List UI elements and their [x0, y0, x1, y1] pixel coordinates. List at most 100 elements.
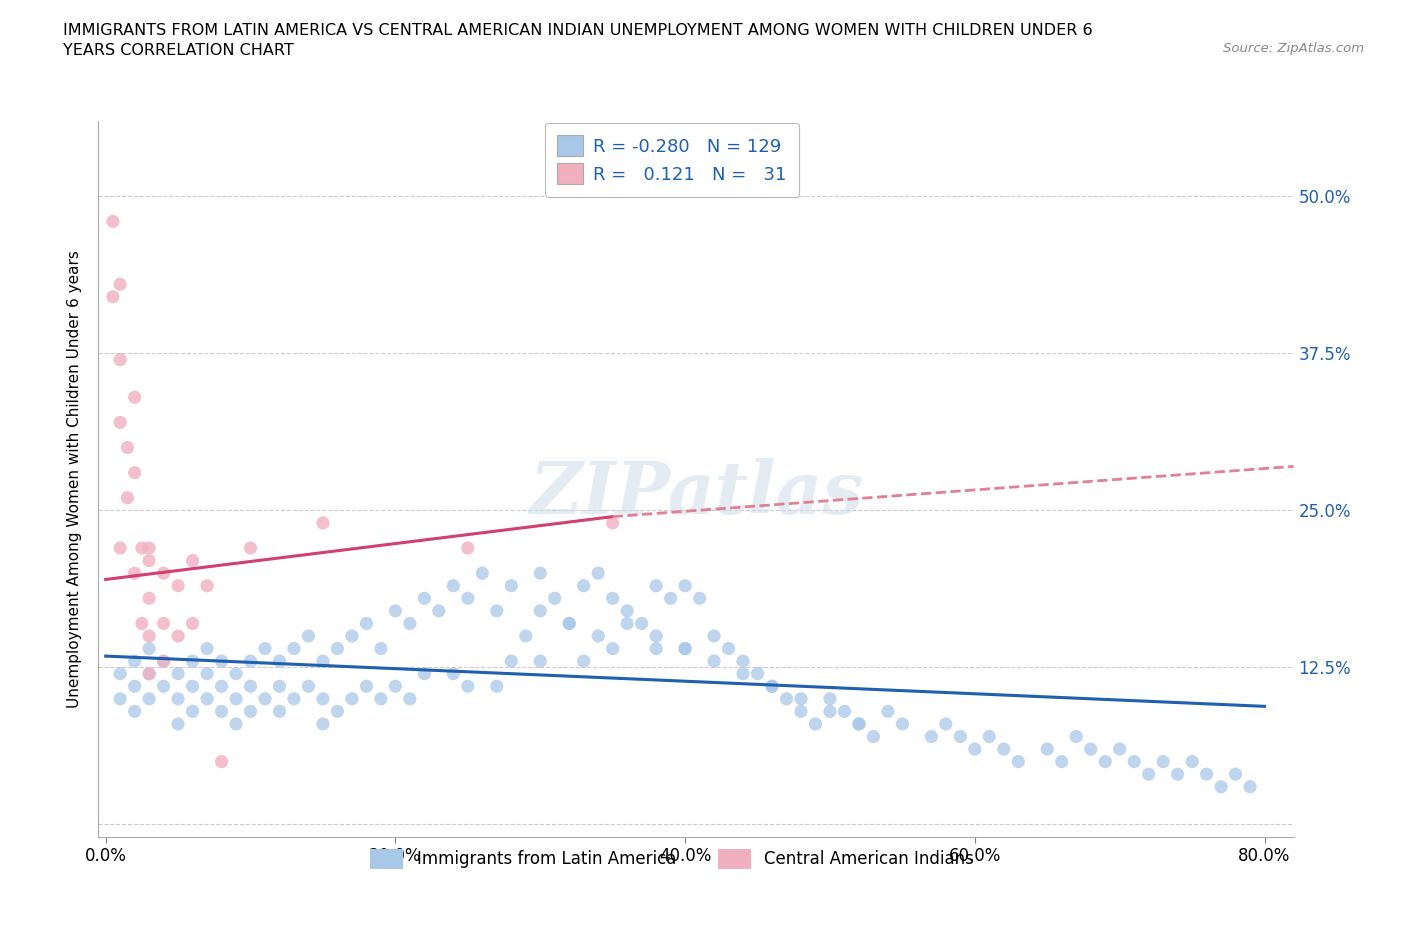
Point	[283, 641, 305, 656]
Point	[152, 565, 174, 580]
Text: Source: ZipAtlas.com: Source: ZipAtlas.com	[1223, 42, 1364, 55]
Point	[167, 629, 190, 644]
Point	[1108, 741, 1130, 756]
Point	[731, 654, 754, 669]
Legend: Immigrants from Latin America, Central American Indians: Immigrants from Latin America, Central A…	[363, 843, 981, 875]
Point	[312, 654, 335, 669]
Text: ZIPatlas: ZIPatlas	[529, 458, 863, 529]
Point	[963, 741, 986, 756]
Point	[515, 629, 537, 644]
Point	[1137, 766, 1160, 781]
Point	[384, 604, 406, 618]
Point	[441, 578, 464, 593]
Point	[645, 629, 668, 644]
Point	[269, 654, 291, 669]
Point	[529, 565, 551, 580]
Point	[152, 654, 174, 669]
Point	[529, 654, 551, 669]
Point	[731, 666, 754, 681]
Point	[1152, 754, 1174, 769]
Point	[993, 741, 1015, 756]
Point	[645, 578, 668, 593]
Point	[558, 616, 581, 631]
Point	[312, 691, 335, 706]
Point	[979, 729, 1001, 744]
Point	[138, 591, 160, 605]
Point	[586, 629, 609, 644]
Point	[370, 641, 392, 656]
Point	[761, 679, 783, 694]
Point	[370, 691, 392, 706]
Point	[181, 679, 204, 694]
Point	[586, 565, 609, 580]
Point	[572, 654, 595, 669]
Point	[703, 654, 725, 669]
Point	[108, 352, 131, 367]
Point	[1167, 766, 1189, 781]
Point	[152, 654, 174, 669]
Point	[673, 578, 696, 593]
Point	[544, 591, 567, 605]
Point	[195, 578, 218, 593]
Point	[340, 629, 363, 644]
Point	[862, 729, 884, 744]
Point	[283, 691, 305, 706]
Point	[356, 679, 378, 694]
Point	[239, 654, 262, 669]
Point	[253, 641, 276, 656]
Point	[211, 704, 233, 719]
Point	[848, 716, 870, 731]
Point	[167, 716, 190, 731]
Point	[427, 604, 450, 618]
Point	[108, 277, 131, 292]
Point	[616, 604, 638, 618]
Point	[399, 616, 422, 631]
Point	[195, 691, 218, 706]
Point	[673, 641, 696, 656]
Point	[558, 616, 581, 631]
Point	[239, 540, 262, 555]
Point	[138, 553, 160, 568]
Point	[848, 716, 870, 731]
Point	[181, 704, 204, 719]
Point	[181, 553, 204, 568]
Point	[326, 641, 349, 656]
Y-axis label: Unemployment Among Women with Children Under 6 years: Unemployment Among Women with Children U…	[67, 250, 83, 708]
Point	[673, 641, 696, 656]
Point	[471, 565, 494, 580]
Point	[834, 704, 856, 719]
Point	[717, 641, 740, 656]
Point	[1064, 729, 1087, 744]
Point	[312, 515, 335, 530]
Point	[935, 716, 957, 731]
Point	[211, 754, 233, 769]
Point	[1225, 766, 1247, 781]
Point	[457, 540, 479, 555]
Point	[630, 616, 652, 631]
Point	[1181, 754, 1204, 769]
Point	[124, 565, 146, 580]
Point	[297, 679, 319, 694]
Point	[891, 716, 914, 731]
Text: IMMIGRANTS FROM LATIN AMERICA VS CENTRAL AMERICAN INDIAN UNEMPLOYMENT AMONG WOME: IMMIGRANTS FROM LATIN AMERICA VS CENTRAL…	[63, 23, 1092, 58]
Point	[1209, 779, 1232, 794]
Point	[152, 679, 174, 694]
Point	[457, 679, 479, 694]
Point	[211, 679, 233, 694]
Point	[457, 591, 479, 605]
Point	[790, 691, 813, 706]
Point	[108, 540, 131, 555]
Point	[181, 654, 204, 669]
Point	[441, 666, 464, 681]
Point	[108, 691, 131, 706]
Point	[602, 591, 624, 605]
Point	[384, 679, 406, 694]
Point	[485, 604, 508, 618]
Point	[877, 704, 900, 719]
Point	[131, 616, 153, 631]
Point	[195, 641, 218, 656]
Point	[269, 704, 291, 719]
Point	[124, 465, 146, 480]
Point	[138, 691, 160, 706]
Point	[1080, 741, 1102, 756]
